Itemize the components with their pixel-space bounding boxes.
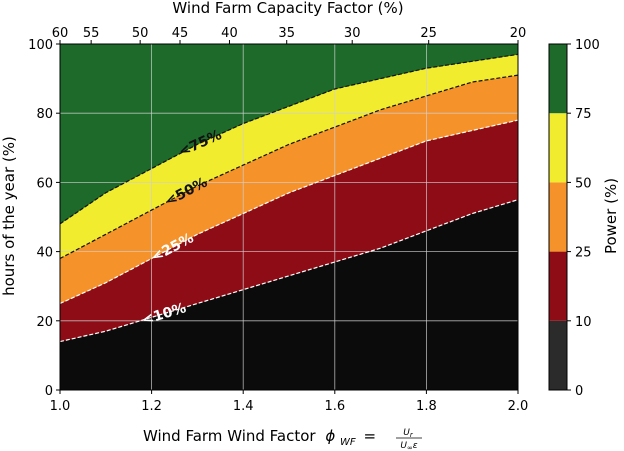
x-axis: 1.0 1.2 1.4 1.6 1.8 2.0 (50, 390, 529, 414)
contour-line-10 (59, 199, 519, 343)
x-axis-symbol: ϕ (325, 427, 335, 445)
colorbar-label: Power (%) (602, 178, 620, 254)
y-tick-label: 80 (36, 107, 53, 122)
y-tick-label: 60 (36, 176, 53, 191)
colorbar-segment-25-50 (549, 182, 567, 252)
top-tick-label: 20 (510, 26, 527, 41)
svg-text:U∞ε: U∞ε (400, 441, 417, 451)
y-tick-label: 100 (28, 38, 53, 53)
y-tick-label: 20 (36, 315, 53, 330)
contour-line-75 (59, 53, 519, 225)
x-tick-label: 1.0 (50, 399, 71, 414)
x-tick-label: 2.0 (508, 399, 529, 414)
fraction-denominator-sub: ∞ (407, 444, 413, 451)
top-tick-label: 30 (344, 26, 361, 41)
x-axis-label: Wind Farm Wind Factor ϕ WF = (143, 427, 376, 449)
y-axis: 0 20 40 60 80 100 (28, 38, 60, 399)
colorbar-tick-label: 100 (575, 38, 600, 53)
colorbar-tick-label: 0 (575, 384, 583, 399)
top-tick-label: 40 (221, 26, 238, 41)
fraction-denominator-tail: ε (413, 441, 418, 451)
top-axis-label: Wind Farm Capacity Factor (%) (172, 0, 403, 17)
colorbar-tick-label: 50 (575, 176, 592, 191)
top-tick-label: 45 (172, 26, 189, 41)
band-layer (59, 43, 519, 391)
top-tick-label: 50 (132, 26, 149, 41)
svg-text:Ur: Ur (403, 428, 414, 439)
x-tick-label: 1.6 (324, 399, 345, 414)
top-tick-label: 60 (52, 26, 69, 41)
fraction-denominator: U (400, 441, 407, 451)
colorbar-segment-10-25 (549, 251, 567, 321)
x-axis-label-text: Wind Farm Wind Factor (143, 427, 316, 445)
x-axis-symbol-sub: WF (340, 437, 356, 448)
top-axis: 60 55 50 45 40 35 30 25 20 (52, 26, 527, 44)
colorbar-segment-50-75 (549, 113, 567, 183)
x-tick-label: 1.8 (416, 399, 437, 414)
y-tick-label: 40 (36, 246, 53, 261)
x-tick-label: 1.2 (141, 399, 162, 414)
colorbar-tick-label: 75 (575, 107, 592, 122)
x-axis-fraction: Ur U∞ε (396, 428, 422, 451)
plot-frame (59, 43, 519, 391)
colorbar-segment-75-100 (549, 44, 567, 114)
y-axis-label: hours of the year (%) (0, 136, 18, 296)
colorbar-tick-label: 10 (575, 315, 592, 330)
top-tick-label: 35 (278, 26, 295, 41)
contour-line-50 (59, 74, 519, 260)
colorbar-tick-label: 25 (575, 246, 592, 261)
colorbar-frame (548, 43, 568, 391)
top-tick-label: 55 (83, 26, 100, 41)
fraction-numerator: U (403, 428, 410, 438)
colorbar: 0 10 25 50 75 100 (548, 38, 600, 399)
contour-line-25 (59, 119, 519, 305)
top-tick-label: 25 (420, 26, 437, 41)
y-tick-label: 0 (45, 384, 53, 399)
fraction-numerator-sub: r (410, 431, 414, 439)
colorbar-segment-0-10 (549, 320, 567, 390)
x-tick-label: 1.4 (233, 399, 254, 414)
